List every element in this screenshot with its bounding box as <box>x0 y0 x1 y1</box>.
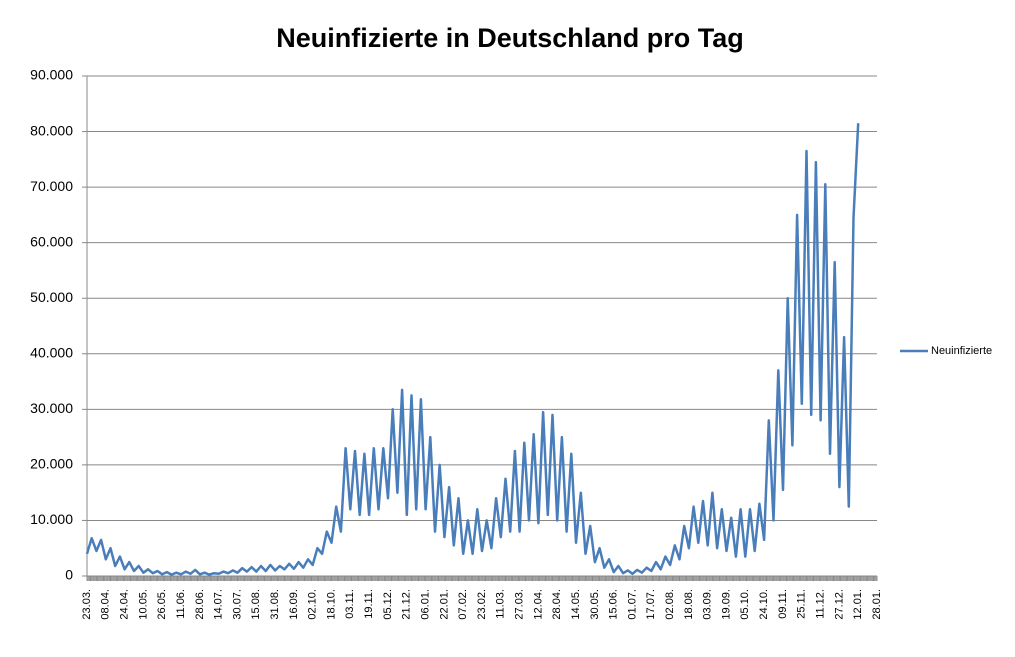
x-tick-label: 22.01. <box>438 589 450 620</box>
x-tick-label: 27.12. <box>833 589 845 620</box>
x-tick-label: 30.07. <box>231 589 243 620</box>
x-tick-label: 14.07. <box>213 589 225 620</box>
y-tick-label: 90.000 <box>30 67 73 83</box>
x-tick-label: 23.03. <box>81 589 93 620</box>
x-tick-label: 11.06. <box>175 589 187 619</box>
x-tick-label: 02.08. <box>664 589 676 620</box>
x-tick-label: 21.12. <box>401 589 413 620</box>
legend-label: Neuinfizierte <box>931 345 992 357</box>
x-tick-label: 15.08. <box>250 589 262 620</box>
x-tick-label: 08.04. <box>100 589 112 620</box>
x-tick-label: 01.07. <box>626 589 638 620</box>
x-tick-label: 05.12. <box>382 589 394 620</box>
x-tick-label: 12.01. <box>852 589 864 620</box>
x-tick-label: 14.05. <box>570 589 582 620</box>
x-tick-label: 24.10. <box>758 589 770 620</box>
x-tick-label: 06.01. <box>419 589 431 620</box>
y-tick-label: 20.000 <box>30 456 73 472</box>
x-tick-label: 03.09. <box>702 589 714 620</box>
x-tick-label: 19.09. <box>720 589 732 620</box>
x-tick-label: 11.03. <box>495 589 507 619</box>
chart-title: Neuinfizierte in Deutschland pro Tag <box>276 23 744 53</box>
x-tick-label: 16.09. <box>288 589 300 620</box>
x-tick-label: 03.11. <box>344 589 356 619</box>
y-tick-label: 70.000 <box>30 178 73 194</box>
x-tick-label: 26.05. <box>156 589 168 620</box>
x-tick-label: 17.07. <box>645 589 657 620</box>
y-tick-label: 0 <box>65 567 73 583</box>
x-tick-label: 11.12. <box>814 589 826 619</box>
x-tick-label: 28.01. <box>871 589 883 620</box>
x-tick-label: 07.02. <box>457 589 469 620</box>
x-tick-label: 12.04. <box>532 589 544 620</box>
x-tick-label: 31.08. <box>269 589 281 620</box>
y-tick-label: 30.000 <box>30 400 73 416</box>
x-tick-label: 23.02. <box>476 589 488 620</box>
x-tick-label: 27.03. <box>514 589 526 620</box>
x-tick-label: 02.10. <box>307 589 319 620</box>
x-tick-label: 24.04. <box>119 589 131 620</box>
x-tick-label: 15.06. <box>608 589 620 620</box>
y-tick-label: 80.000 <box>30 122 73 138</box>
y-tick-label: 50.000 <box>30 289 73 305</box>
x-tick-label: 19.11. <box>363 589 375 619</box>
data-line <box>85 123 860 576</box>
x-tick-label: 10.05. <box>137 589 149 620</box>
x-tick-label: 18.10. <box>325 589 337 620</box>
x-tick-label: 28.04. <box>551 589 563 620</box>
x-tick-label: 05.10. <box>739 589 751 620</box>
x-tick-label: 28.06. <box>194 589 206 620</box>
y-tick-label: 60.000 <box>30 233 73 249</box>
y-tick-label: 40.000 <box>30 344 73 360</box>
x-tick-label: 25.11. <box>796 589 808 619</box>
x-tick-label: 18.08. <box>683 589 695 620</box>
x-tick-label: 09.11. <box>777 589 789 619</box>
y-tick-label: 10.000 <box>30 511 73 527</box>
x-tick-label: 30.05. <box>589 589 601 620</box>
